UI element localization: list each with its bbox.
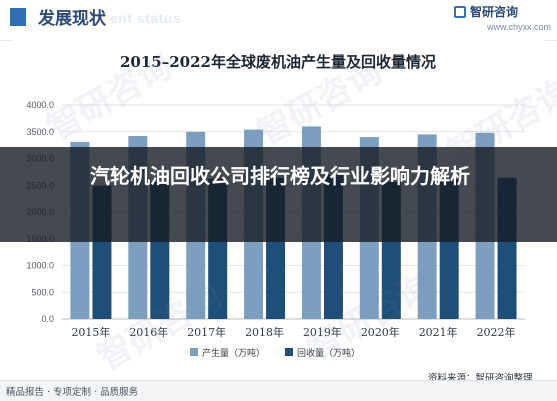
legend-label: 产生量（万吨） (202, 347, 265, 359)
header-bar: ent status 发展现状 智研咨询 www.chyxx.com (0, 0, 557, 41)
section-title: 发展现状 (38, 9, 106, 29)
legend: 产生量（万吨） 回收量（万吨） (190, 347, 360, 359)
y-tick-label: 3500.0 (26, 127, 54, 137)
source-note: 资料来源：智研咨询整理 (428, 373, 533, 384)
x-category-label: 2019年 (303, 325, 342, 339)
footer-text: 精品报告 · 专项定制 · 品质服务 (6, 387, 139, 398)
y-tick-label: 4000.0 (26, 100, 54, 110)
y-tick-label: 500.0 (31, 287, 54, 297)
legend-label: 回收量（万吨） (297, 347, 360, 359)
chart-title: 2015–2022年全球废机油产生量及回收量情况 (120, 53, 436, 71)
brand-square-icon (10, 8, 26, 26)
y-tick-label: 0.0 (41, 314, 54, 324)
category-labels: 2015年 2016年 2017年 2018年 2019年 2020年 2021年 2022年 (71, 325, 515, 339)
x-category-label: 2020年 (361, 325, 400, 339)
logo-name: 智研咨询 (470, 5, 519, 19)
x-category-label: 2015年 (71, 325, 110, 339)
legend-swatch (285, 348, 293, 356)
headline-text: 汽轮机油回收公司排行榜及行业影响力解析 (90, 164, 470, 188)
x-category-label: 2022年 (477, 325, 516, 339)
legend-swatch (190, 348, 198, 356)
x-category-label: 2016年 (129, 325, 168, 339)
logo-icon (454, 6, 466, 18)
x-category-label: 2021年 (419, 325, 458, 339)
x-category-label: 2017年 (187, 325, 226, 339)
logo-site: www.chyxx.com (487, 22, 552, 32)
footer-bar: 精品报告 · 专项定制 · 品质服务 (0, 380, 557, 401)
x-category-label: 2018年 (245, 325, 284, 339)
headline-banner: 汽轮机油回收公司排行榜及行业影响力解析 (0, 147, 557, 242)
section-subtitle: ent status (110, 10, 182, 26)
y-tick-label: 1000.0 (26, 261, 54, 271)
